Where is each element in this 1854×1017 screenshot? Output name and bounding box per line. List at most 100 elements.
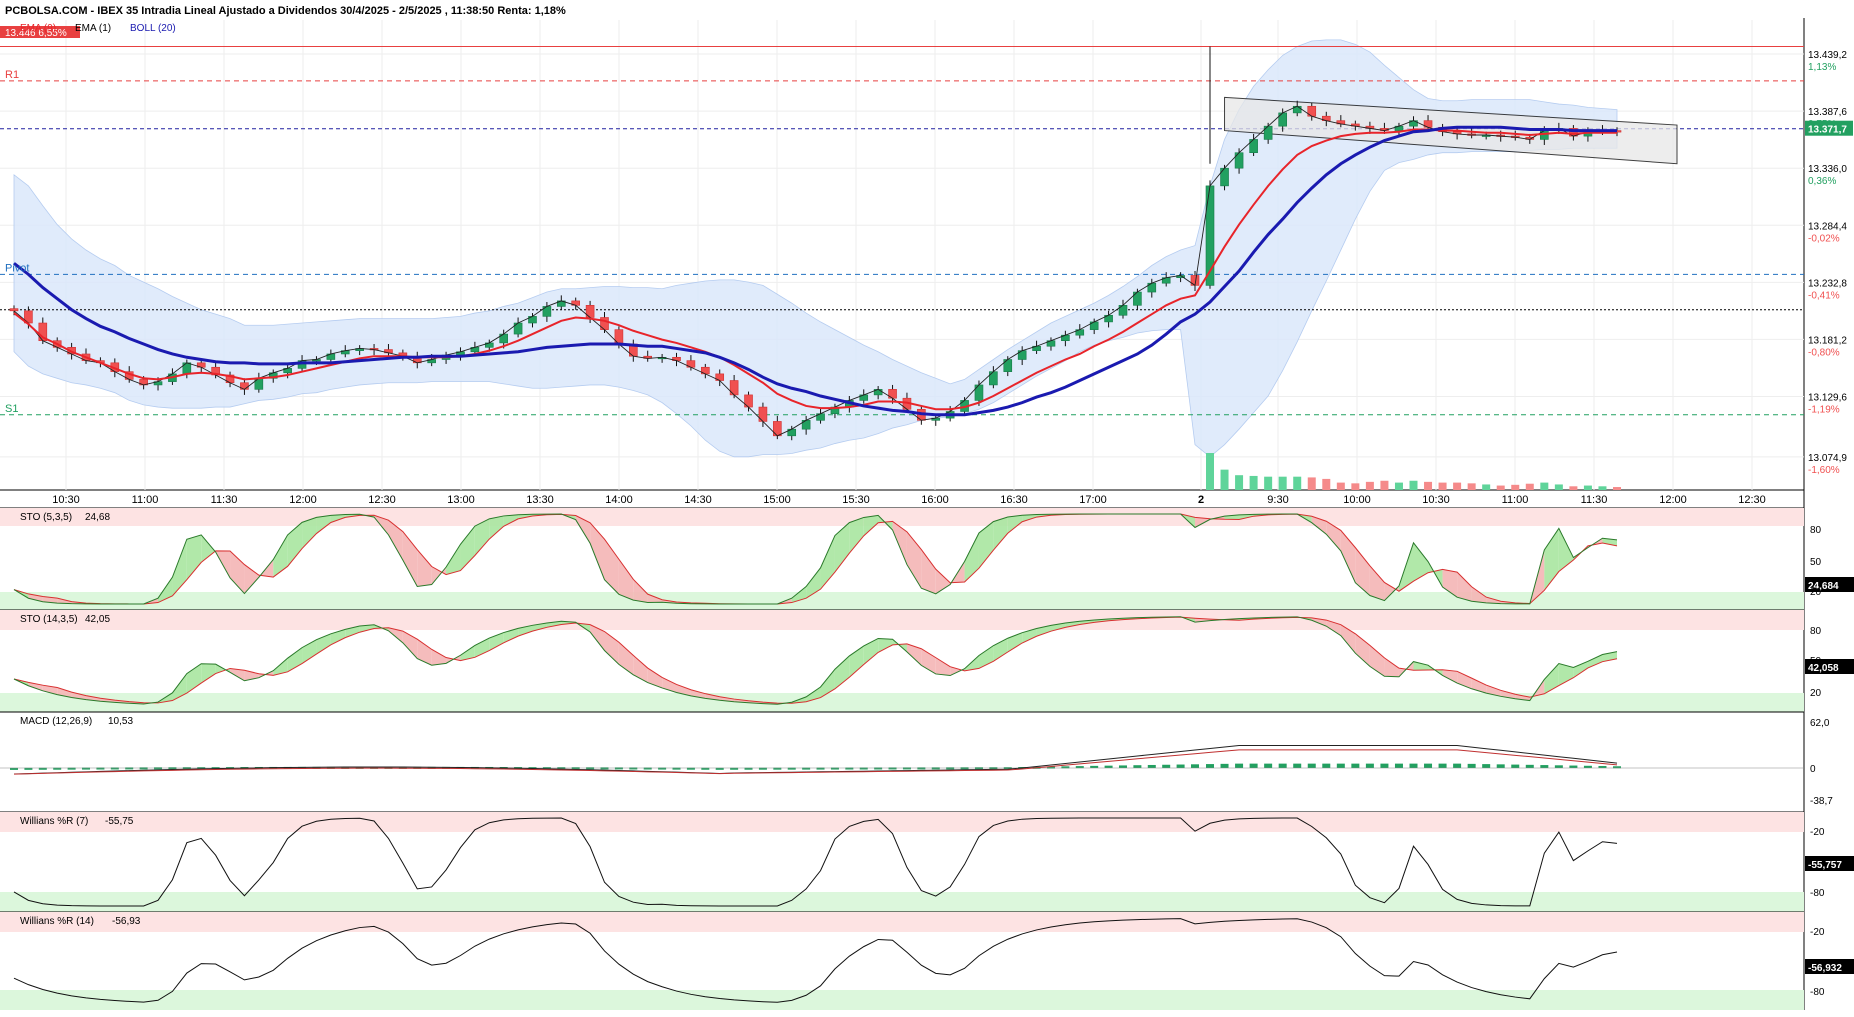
volume-bar	[1366, 482, 1374, 490]
candle	[975, 385, 983, 400]
volume-bar	[1264, 477, 1272, 490]
stochastic-fill	[1457, 572, 1472, 601]
x-tick-label: 11:30	[211, 494, 238, 506]
stochastic-fill	[849, 517, 863, 553]
stochastic-fill	[489, 516, 503, 539]
stochastic-fill	[619, 559, 633, 600]
volume-bar	[1221, 470, 1229, 490]
macd-histogram-bar	[1584, 766, 1592, 768]
stochastic-fill	[936, 658, 950, 676]
panel-tick-label: -80	[1810, 987, 1825, 998]
macd-histogram-bar	[601, 767, 609, 769]
volume-bar	[1410, 481, 1418, 490]
macd-histogram-bar	[1191, 764, 1199, 768]
stochastic-fill	[633, 579, 647, 602]
stochastic-fill	[201, 664, 215, 683]
panel-title: Willians %R (7)	[20, 816, 88, 827]
stochastic-fill	[835, 656, 849, 689]
y-pct-label: -0,80%	[1808, 347, 1840, 358]
macd-histogram-bar	[1366, 764, 1374, 768]
stochastic-fill	[460, 645, 474, 660]
macd-histogram-bar	[1206, 764, 1214, 768]
volume-bar	[1308, 477, 1316, 490]
macd-histogram-bar	[1439, 764, 1447, 768]
volume-bar	[1279, 477, 1287, 490]
macd-histogram-bar	[1177, 765, 1185, 768]
macd-histogram-bar	[1482, 764, 1490, 768]
stochastic-fill	[993, 517, 1007, 550]
macd-histogram-bar	[932, 767, 940, 769]
stochastic-fill	[979, 522, 993, 569]
stochastic-fill	[936, 569, 950, 594]
stochastic-fill	[835, 523, 849, 572]
volume-bar	[1584, 486, 1592, 490]
macd-histogram-bar	[1133, 765, 1141, 768]
stochastic-fill	[446, 544, 460, 574]
stochastic-fill	[201, 535, 215, 562]
panel-tick-label: 50	[1810, 656, 1822, 667]
macd-histogram-bar	[1337, 764, 1345, 768]
panel-title: STO (5,3,5)	[20, 512, 72, 523]
stochastic-fill	[1355, 548, 1370, 596]
macd-histogram-bar	[1395, 764, 1403, 768]
y-tick-label: 13.232,8	[1808, 278, 1847, 289]
x-tick-label: 10:00	[1343, 494, 1371, 506]
y-tick-label: 13.284,4	[1808, 221, 1847, 232]
oversold-zone	[0, 892, 1804, 912]
volume-bar	[1511, 485, 1519, 490]
macd-histogram-bar	[1453, 764, 1461, 768]
stochastic-fill	[460, 526, 474, 570]
stochastic-fill	[1588, 654, 1603, 667]
y-pct-label: -1,19%	[1808, 404, 1840, 415]
overbought-zone	[0, 508, 1804, 526]
macd-histogram-bar	[1264, 764, 1272, 768]
macd-histogram-bar	[1250, 764, 1258, 768]
macd-histogram-bar	[1148, 765, 1156, 768]
candle	[759, 407, 767, 421]
panel-tick-label: 0	[1810, 764, 1816, 775]
x-tick-label: 12:30	[1738, 494, 1766, 506]
macd-histogram-bar	[1235, 764, 1243, 768]
x-tick-label: 16:30	[1000, 494, 1028, 506]
volume-bar	[1235, 475, 1243, 490]
stochastic-fill	[417, 550, 431, 587]
macd-histogram-bar	[1380, 764, 1388, 768]
macd-histogram-bar	[1424, 764, 1432, 768]
legend-boll: BOLL (20)	[130, 23, 176, 34]
x-tick-label: 17:00	[1079, 494, 1107, 506]
y-tick-label: 13.439,2	[1808, 50, 1847, 61]
candle	[1235, 153, 1243, 168]
x-tick-label: 10:30	[52, 494, 80, 506]
volume-bar	[1380, 481, 1388, 490]
stochastic-fill	[605, 539, 619, 594]
x-tick-label: 11:30	[1581, 494, 1608, 506]
panel-last-badge-label: -56,932	[1808, 963, 1842, 974]
candle	[773, 421, 781, 435]
panel-tick-label: 20	[1810, 688, 1822, 699]
y-tick-label: 13.181,2	[1808, 335, 1847, 346]
macd-histogram-bar	[1351, 764, 1359, 768]
candle	[730, 381, 738, 395]
stochastic-fill	[921, 550, 935, 594]
y-pct-label: 0,36%	[1808, 176, 1836, 187]
macd-histogram-bar	[1540, 765, 1548, 768]
volume-bar	[1569, 486, 1577, 490]
stochastic-fill	[187, 535, 201, 580]
stochastic-fill	[417, 639, 431, 665]
panel-tick-label: -20	[1810, 927, 1825, 938]
macd-histogram-bar	[1308, 764, 1316, 768]
x-tick-label: 15:00	[763, 494, 791, 506]
panel-tick-label: -38,7	[1810, 796, 1833, 807]
x-tick-label: 12:30	[368, 494, 396, 506]
macd-histogram-bar	[125, 767, 133, 769]
overbought-zone	[0, 912, 1804, 932]
macd-histogram-bar	[1162, 765, 1170, 768]
x-tick-label: 12:00	[1659, 494, 1687, 506]
x-tick-label: 11:00	[1502, 494, 1529, 506]
x-tick-label: 12:00	[289, 494, 317, 506]
volume-bar	[1497, 486, 1505, 490]
x-tick-label: 11:00	[132, 494, 159, 506]
macd-histogram-bar	[1322, 764, 1330, 768]
